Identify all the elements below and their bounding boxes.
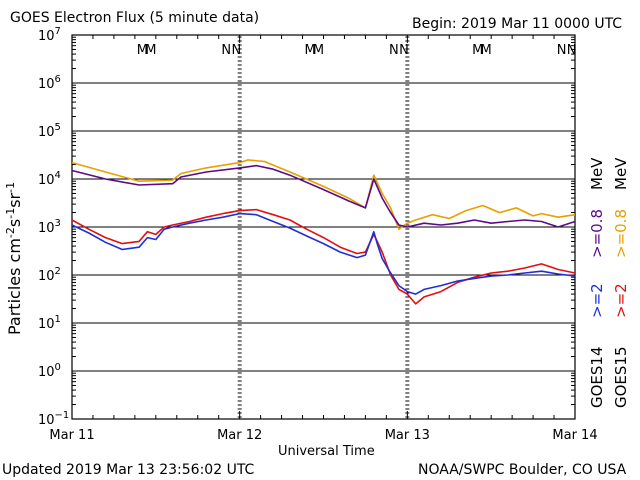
- mn-marker: M: [137, 43, 148, 58]
- x-axis-ticks: Mar 11 Mar 12 Mar 13 Mar 14: [49, 35, 598, 443]
- series-line-2: [71, 208, 576, 305]
- y-tick-label: 100: [38, 362, 61, 380]
- x-tick-label: Mar 14: [552, 428, 597, 443]
- x-tick-label: Mar 12: [217, 428, 262, 443]
- series-line-1: [71, 164, 576, 228]
- legend-goes14-2mev: >=2: [588, 283, 606, 318]
- y-tick-label: 10−1: [38, 410, 69, 428]
- x-axis-label: Universal Time: [278, 444, 375, 459]
- mn-marker: M: [472, 43, 483, 58]
- legend-goes15-08mev: >=0.8: [612, 209, 630, 258]
- mn-marker: N: [221, 43, 231, 58]
- y-tick-label: 106: [38, 74, 61, 92]
- grid-lines: [72, 36, 575, 418]
- mn-marker: M: [145, 43, 156, 58]
- updated-time: Updated 2019 Mar 13 23:56:02 UTC: [2, 462, 255, 478]
- y-axis-ticks: 10−1 100 101 102 103 104 105 106 107: [38, 26, 575, 428]
- y-tick-label: 105: [38, 122, 61, 140]
- mn-marker: N: [231, 43, 241, 58]
- x-tick-label: Mar 13: [385, 428, 430, 443]
- x-tick-label: Mar 11: [49, 428, 94, 443]
- series-line-3: [71, 212, 576, 295]
- y-tick-label: 101: [38, 314, 61, 332]
- series-line-0: [71, 159, 576, 230]
- y-tick-label: 103: [38, 218, 61, 236]
- y-tick-label: 102: [38, 266, 61, 284]
- credit-label: NOAA/SWPC Boulder, CO USA: [418, 462, 627, 478]
- legend-goes15: GOES15: [612, 346, 630, 408]
- mn-markers: MM N N MM N N MM N N: [137, 43, 577, 58]
- legend-goes14: GOES14: [588, 346, 606, 408]
- legend-unit: MeV: [588, 157, 606, 190]
- chart-title: GOES Electron Flux (5 minute data): [10, 10, 259, 26]
- mn-marker: M: [481, 43, 492, 58]
- mn-marker: N: [567, 43, 577, 58]
- legend: GOES14 GOES15 >=2 >=2 >=0.8 >=0.8 MeV Me…: [588, 157, 630, 408]
- mn-marker: N: [557, 43, 567, 58]
- y-tick-label: 104: [38, 170, 61, 188]
- mn-marker: M: [304, 43, 315, 58]
- legend-goes15-2mev: >=2: [612, 283, 630, 318]
- legend-unit-2: MeV: [612, 157, 630, 190]
- legend-goes14-08mev: >=0.8: [588, 209, 606, 258]
- mn-marker: M: [313, 43, 324, 58]
- y-tick-label: 107: [38, 26, 61, 44]
- y-axis-label: Particles cm-2s-1sr-1: [4, 182, 24, 335]
- mn-marker: N: [389, 43, 399, 58]
- mn-marker: N: [399, 43, 409, 58]
- series-lines: [71, 159, 576, 305]
- begin-time: Begin: 2019 Mar 11 0000 UTC: [412, 16, 622, 32]
